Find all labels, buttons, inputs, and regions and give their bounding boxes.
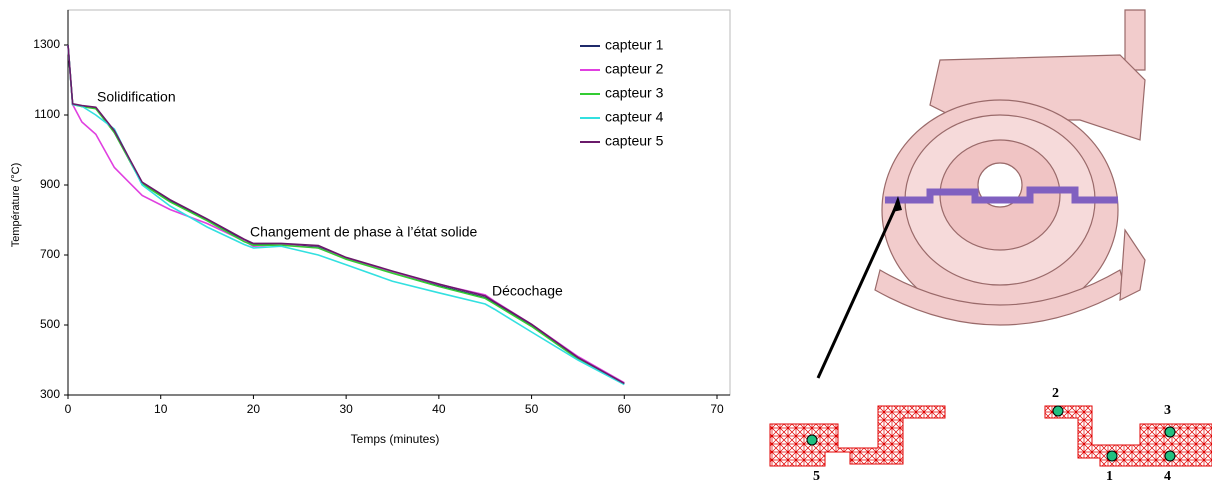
x-tick-label: 50	[525, 402, 539, 416]
x-tick-label: 10	[154, 402, 168, 416]
x-tick-label: 70	[710, 402, 724, 416]
y-tick-label: 500	[40, 317, 60, 331]
annotation: Décochage	[492, 283, 563, 299]
part-drawing	[875, 10, 1145, 325]
legend-label: capteur 3	[605, 85, 664, 101]
annotation: Changement de phase à l’état solide	[250, 224, 477, 240]
mesh-section	[770, 406, 945, 466]
sensor-label: 1	[1106, 469, 1113, 484]
legend-label: capteur 5	[605, 133, 664, 149]
x-tick-label: 0	[65, 402, 72, 416]
legend-label: capteur 4	[605, 109, 664, 125]
mesh-section	[1045, 406, 1212, 466]
y-tick-label: 1100	[34, 107, 60, 121]
sensor-label: 5	[813, 469, 820, 484]
x-tick-label: 40	[432, 402, 446, 416]
sensor-label: 4	[1164, 469, 1171, 484]
legend-label: capteur 1	[605, 37, 664, 53]
y-tick-label: 300	[40, 387, 60, 401]
sensor-label: 2	[1052, 386, 1059, 401]
x-tick-label: 30	[339, 402, 353, 416]
sensor-label: 3	[1164, 403, 1171, 418]
x-tick-label: 20	[247, 402, 261, 416]
x-tick-label: 60	[618, 402, 632, 416]
annotation: Solidification	[97, 89, 176, 105]
y-tick-label: 1300	[33, 37, 60, 51]
y-axis-label: Température (°C)	[10, 163, 22, 247]
page: Temps (minutes) Température (°C) Solidif…	[0, 0, 1212, 484]
legend-label: capteur 2	[605, 61, 664, 77]
x-axis-label: Temps (minutes)	[351, 432, 440, 446]
y-tick-label: 700	[40, 247, 60, 261]
y-tick-label: 900	[40, 177, 60, 191]
